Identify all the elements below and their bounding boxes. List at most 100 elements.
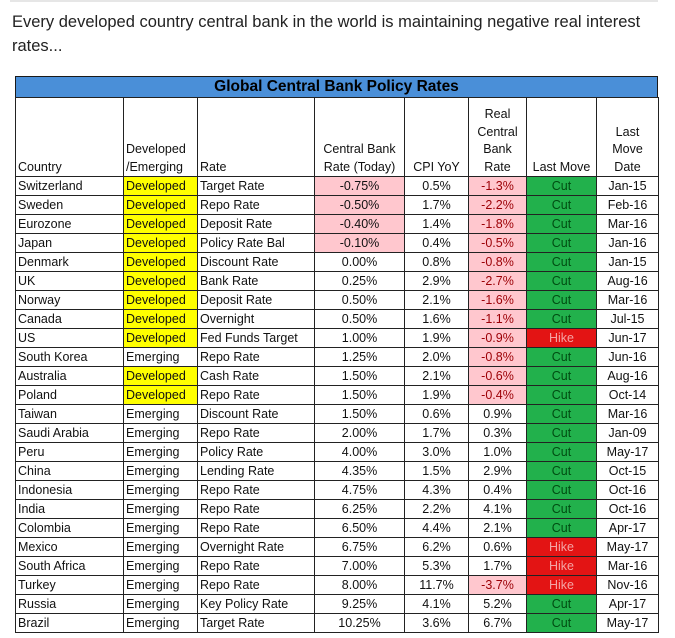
- real-rate-cell: -2.7%: [468, 271, 527, 291]
- table-row: Russia Emerging Key Policy Rate 9.25% 4.1% 5.…: [15, 594, 659, 614]
- country-cell: Canada: [15, 309, 124, 329]
- country-cell: Japan: [15, 233, 124, 253]
- real-rate-cell: 0.3%: [468, 423, 527, 443]
- central-bank-rate-cell: 9.25%: [314, 594, 405, 614]
- market-type-cell: Developed: [123, 252, 198, 272]
- cpi-cell: 4.4%: [404, 518, 469, 538]
- last-move-cell: Cut: [526, 233, 597, 253]
- cpi-cell: 1.4%: [404, 214, 469, 234]
- rate-name-cell: Repo Rate: [197, 195, 315, 215]
- market-type-cell: Developed: [123, 233, 198, 253]
- cpi-cell: 0.4%: [404, 233, 469, 253]
- central-bank-rate-cell: 6.75%: [314, 537, 405, 557]
- last-move-cell: Cut: [526, 594, 597, 614]
- last-move-cell: Cut: [526, 461, 597, 481]
- last-move-cell: Cut: [526, 309, 597, 329]
- rate-name-cell: Target Rate: [197, 613, 315, 633]
- real-rate-cell: -0.4%: [468, 385, 527, 405]
- rate-name-cell: Repo Rate: [197, 385, 315, 405]
- top-divider: [10, 0, 658, 2]
- last-move-date-cell: Jun-16: [596, 347, 659, 367]
- cpi-cell: 2.2%: [404, 499, 469, 519]
- central-bank-rate-cell: -0.75%: [314, 176, 405, 196]
- market-type-cell: Developed: [123, 309, 198, 329]
- market-type-cell: Developed: [123, 366, 198, 386]
- policy-rates-table-container: Global Central Bank Policy Rates Country…: [15, 76, 659, 633]
- central-bank-rate-cell: 0.25%: [314, 271, 405, 291]
- real-rate-cell: -0.8%: [468, 347, 527, 367]
- last-move-cell: Hike: [526, 556, 597, 576]
- rate-name-cell: Key Policy Rate: [197, 594, 315, 614]
- central-bank-rate-cell: 1.50%: [314, 385, 405, 405]
- country-cell: Russia: [15, 594, 124, 614]
- cpi-cell: 1.7%: [404, 423, 469, 443]
- cpi-cell: 11.7%: [404, 575, 469, 595]
- real-rate-cell: 2.1%: [468, 518, 527, 538]
- market-type-cell: Emerging: [123, 480, 198, 500]
- real-rate-cell: 0.6%: [468, 537, 527, 557]
- last-move-date-cell: Mar-16: [596, 404, 659, 424]
- rate-name-cell: Deposit Rate: [197, 290, 315, 310]
- country-cell: Peru: [15, 442, 124, 462]
- last-move-date-cell: Aug-16: [596, 366, 659, 386]
- rate-name-cell: Overnight Rate: [197, 537, 315, 557]
- header-last-move-date: Last Move Date: [596, 97, 659, 177]
- table-row: Brazil Emerging Target Rate 10.25% 3.6% 6.7% C…: [15, 613, 659, 633]
- central-bank-rate-cell: 0.50%: [314, 309, 405, 329]
- country-cell: Colombia: [15, 518, 124, 538]
- cpi-cell: 4.1%: [404, 594, 469, 614]
- last-move-date-cell: Mar-16: [596, 214, 659, 234]
- country-cell: Eurozone: [15, 214, 124, 234]
- table-row: Peru Emerging Policy Rate 4.00% 3.0% 1.0% Cut M…: [15, 442, 659, 462]
- last-move-cell: Cut: [526, 518, 597, 538]
- header-country: Country: [15, 97, 124, 177]
- last-move-date-cell: Oct-14: [596, 385, 659, 405]
- real-rate-cell: 0.9%: [468, 404, 527, 424]
- rate-name-cell: Repo Rate: [197, 575, 315, 595]
- table-row: Mexico Emerging Overnight Rate 6.75% 6.2% 0.6…: [15, 537, 659, 557]
- central-bank-rate-cell: 7.00%: [314, 556, 405, 576]
- country-cell: India: [15, 499, 124, 519]
- country-cell: Denmark: [15, 252, 124, 272]
- cpi-cell: 2.0%: [404, 347, 469, 367]
- cpi-cell: 2.9%: [404, 271, 469, 291]
- real-rate-cell: -2.2%: [468, 195, 527, 215]
- table-row: Switzerland Developed Target Rate -0.75% 0.5…: [15, 176, 659, 196]
- intro-text: Every developed country central bank in …: [12, 13, 641, 55]
- real-rate-cell: -0.6%: [468, 366, 527, 386]
- central-bank-rate-cell: 10.25%: [314, 613, 405, 633]
- central-bank-rate-cell: -0.10%: [314, 233, 405, 253]
- last-move-cell: Cut: [526, 252, 597, 272]
- country-cell: Mexico: [15, 537, 124, 557]
- cpi-cell: 0.6%: [404, 404, 469, 424]
- country-cell: China: [15, 461, 124, 481]
- table-title: Global Central Bank Policy Rates: [15, 76, 658, 97]
- country-cell: Sweden: [15, 195, 124, 215]
- rate-name-cell: Repo Rate: [197, 480, 315, 500]
- country-cell: Australia: [15, 366, 124, 386]
- last-move-cell: Hike: [526, 537, 597, 557]
- rate-name-cell: Deposit Rate: [197, 214, 315, 234]
- header-central-bank-rate: Central Bank Rate (Today): [314, 97, 405, 177]
- last-move-cell: Cut: [526, 404, 597, 424]
- last-move-cell: Cut: [526, 442, 597, 462]
- policy-rates-table: Country Developed /Emerging Rate Central…: [15, 97, 659, 633]
- country-cell: UK: [15, 271, 124, 291]
- central-bank-rate-cell: 8.00%: [314, 575, 405, 595]
- market-type-cell: Emerging: [123, 423, 198, 443]
- real-rate-cell: -0.9%: [468, 328, 527, 348]
- central-bank-rate-cell: 1.00%: [314, 328, 405, 348]
- rate-name-cell: Overnight: [197, 309, 315, 329]
- real-rate-cell: -1.1%: [468, 309, 527, 329]
- last-move-date-cell: Feb-16: [596, 195, 659, 215]
- last-move-date-cell: Aug-16: [596, 271, 659, 291]
- central-bank-rate-cell: 6.25%: [314, 499, 405, 519]
- last-move-cell: Cut: [526, 613, 597, 633]
- rate-name-cell: Repo Rate: [197, 556, 315, 576]
- cpi-cell: 3.6%: [404, 613, 469, 633]
- last-move-cell: Cut: [526, 290, 597, 310]
- table-row: South Africa Emerging Repo Rate 7.00% 5.3% 1.…: [15, 556, 659, 576]
- last-move-date-cell: Apr-17: [596, 594, 659, 614]
- table-row: Denmark Developed Discount Rate 0.00% 0.8% -0…: [15, 252, 659, 272]
- last-move-date-cell: Mar-16: [596, 556, 659, 576]
